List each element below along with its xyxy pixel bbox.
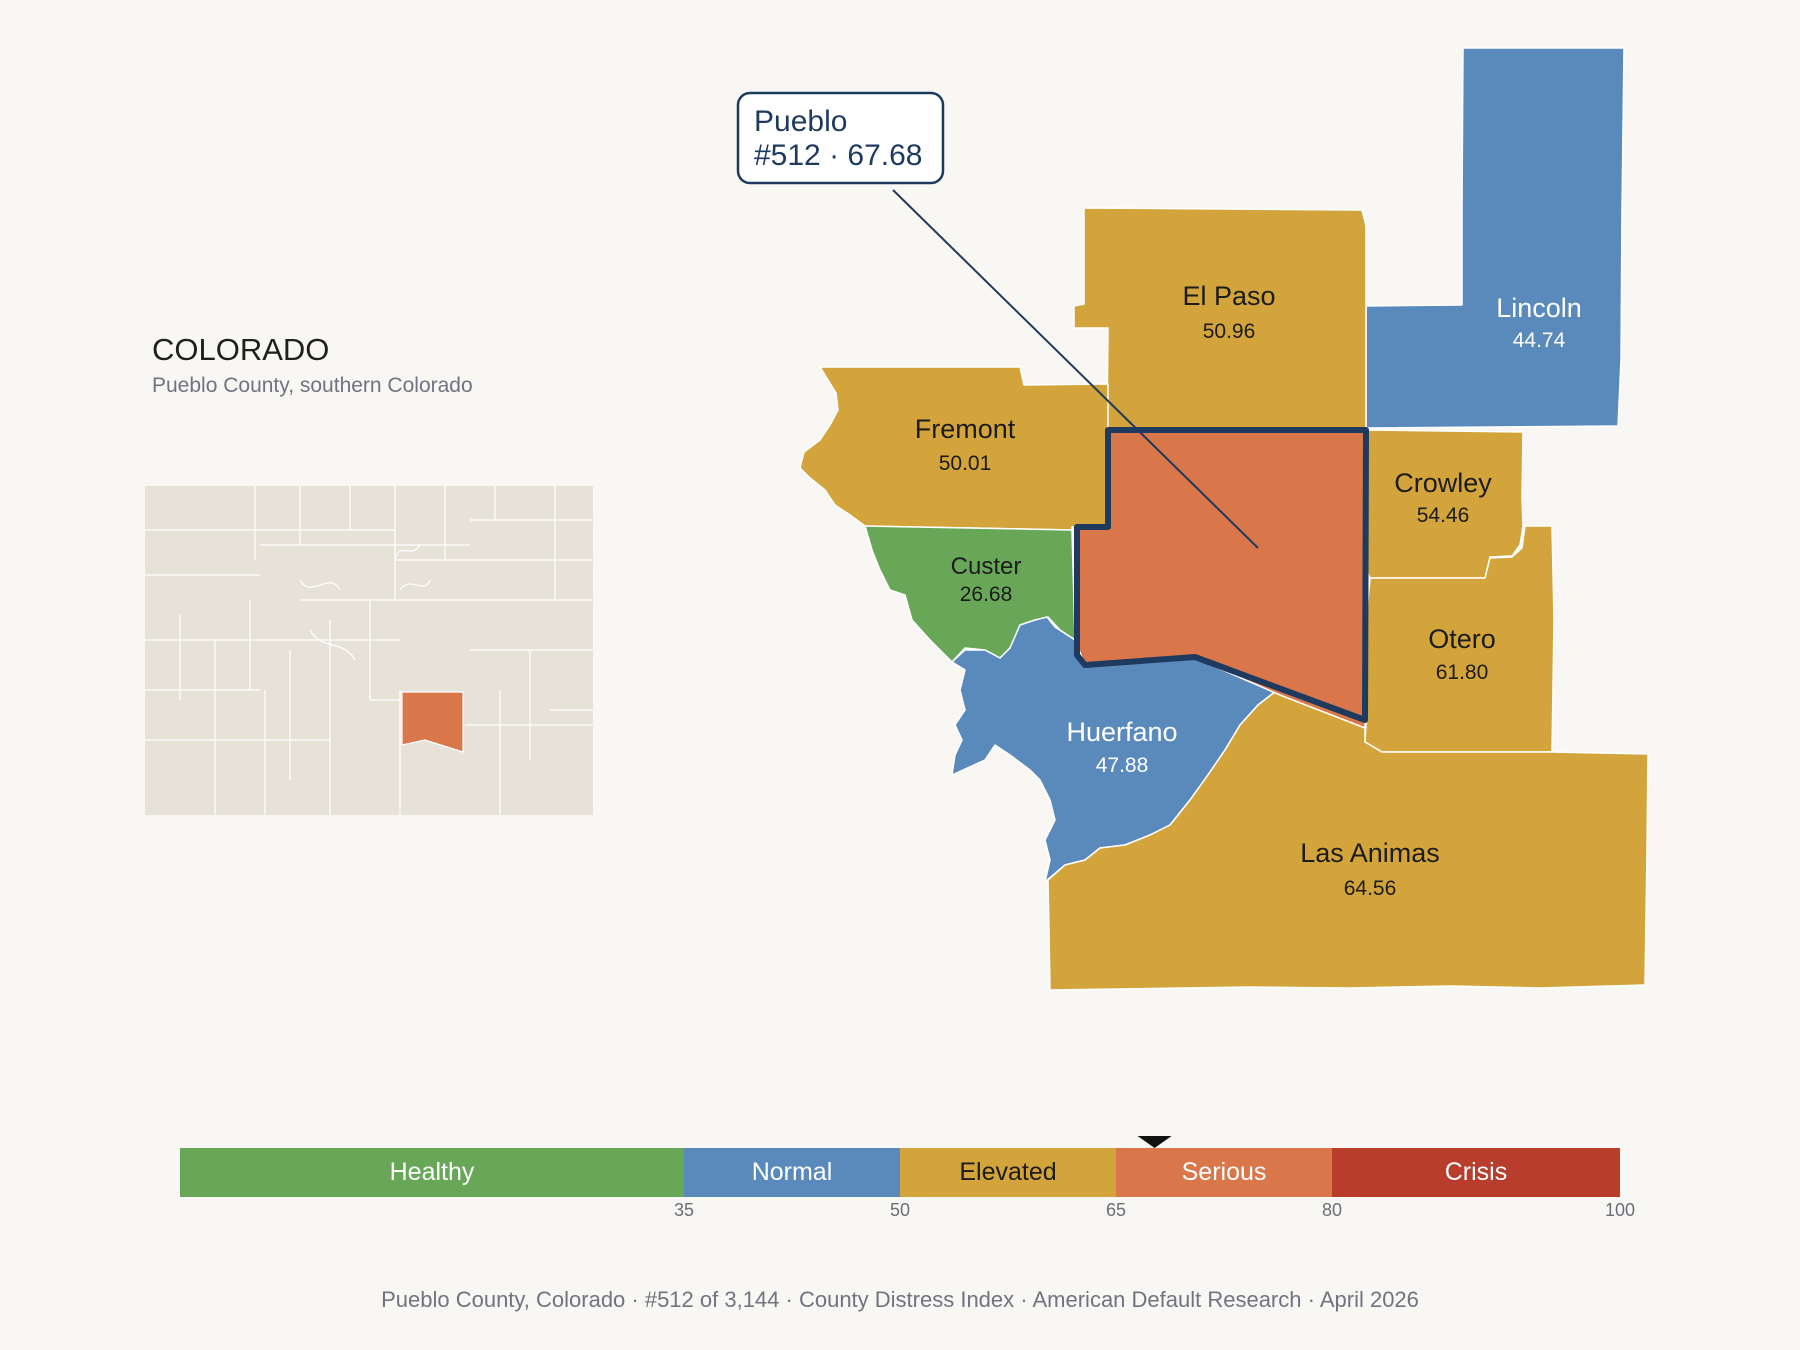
- scale-label-normal: Normal: [752, 1158, 833, 1186]
- label-value-custer: 26.68: [960, 583, 1013, 606]
- scale-label-crisis: Crisis: [1445, 1158, 1508, 1186]
- label-name-huerfano: Huerfano: [1066, 717, 1177, 747]
- pueblo-callout: Pueblo #512 · 67.68: [736, 91, 1259, 549]
- scale-tick-80: 80: [1322, 1200, 1342, 1220]
- label-value-las-animas: 64.56: [1344, 877, 1397, 900]
- inset-county-lines: [145, 486, 593, 815]
- state-subtitle: Pueblo County, southern Colorado: [152, 374, 473, 397]
- state-title: COLORADO: [152, 332, 329, 367]
- label-name-lincoln: Lincoln: [1496, 293, 1582, 323]
- label-name-las-animas: Las Animas: [1300, 838, 1440, 868]
- scale-band-serious: [1116, 1148, 1332, 1197]
- scale-band-normal: [684, 1148, 900, 1197]
- inset-state-map: [145, 486, 593, 815]
- county-el-paso[interactable]: [1073, 207, 1368, 431]
- county-las-animas[interactable]: [1047, 687, 1649, 991]
- pueblo-outline: [1074, 427, 1369, 723]
- scale-tick-50: 50: [890, 1200, 910, 1220]
- county-labels: El Paso 50.96 Lincoln 44.74 Fremont 50.0…: [915, 281, 1582, 900]
- scale-marker-triangle: [1137, 1136, 1172, 1148]
- label-value-crowley: 54.46: [1417, 504, 1470, 527]
- scale-tick-100: 100: [1605, 1200, 1635, 1220]
- label-value-lincoln: 44.74: [1513, 329, 1566, 352]
- scale-label-healthy: Healthy: [390, 1158, 475, 1186]
- scale-tick-65: 65: [1106, 1200, 1126, 1220]
- callout-title: Pueblo: [754, 105, 847, 138]
- label-name-custer: Custer: [951, 553, 1022, 580]
- callout-box: [736, 91, 945, 185]
- label-value-el-paso: 50.96: [1203, 320, 1256, 343]
- label-name-otero: Otero: [1428, 624, 1496, 654]
- label-name-fremont: Fremont: [915, 414, 1016, 444]
- callout-leader-line: [892, 189, 1259, 549]
- footer-credits: Pueblo County, Colorado · #512 of 3,144 …: [381, 1287, 1419, 1312]
- county-fremont[interactable]: [799, 366, 1109, 531]
- label-value-fremont: 50.01: [939, 452, 992, 475]
- scale-tick-35: 35: [674, 1200, 694, 1220]
- scale-band-elevated: [900, 1148, 1116, 1197]
- label-value-huerfano: 47.88: [1096, 754, 1149, 777]
- scale-label-serious: Serious: [1182, 1158, 1267, 1186]
- inset-pueblo-highlight: [401, 691, 464, 753]
- label-value-otero: 61.80: [1436, 661, 1489, 684]
- county-lincoln[interactable]: [1365, 47, 1625, 429]
- callout-rank-value: #512 · 67.68: [754, 139, 922, 172]
- scale-band-crisis: [1332, 1148, 1620, 1197]
- county-map: [799, 47, 1649, 991]
- label-name-el-paso: El Paso: [1182, 281, 1275, 311]
- label-name-crowley: Crowley: [1394, 468, 1492, 498]
- distress-scale: Healthy Normal Elevated Serious Crisis 3…: [180, 1136, 1635, 1220]
- scale-band-healthy: [180, 1148, 684, 1197]
- scale-label-elevated: Elevated: [959, 1158, 1056, 1186]
